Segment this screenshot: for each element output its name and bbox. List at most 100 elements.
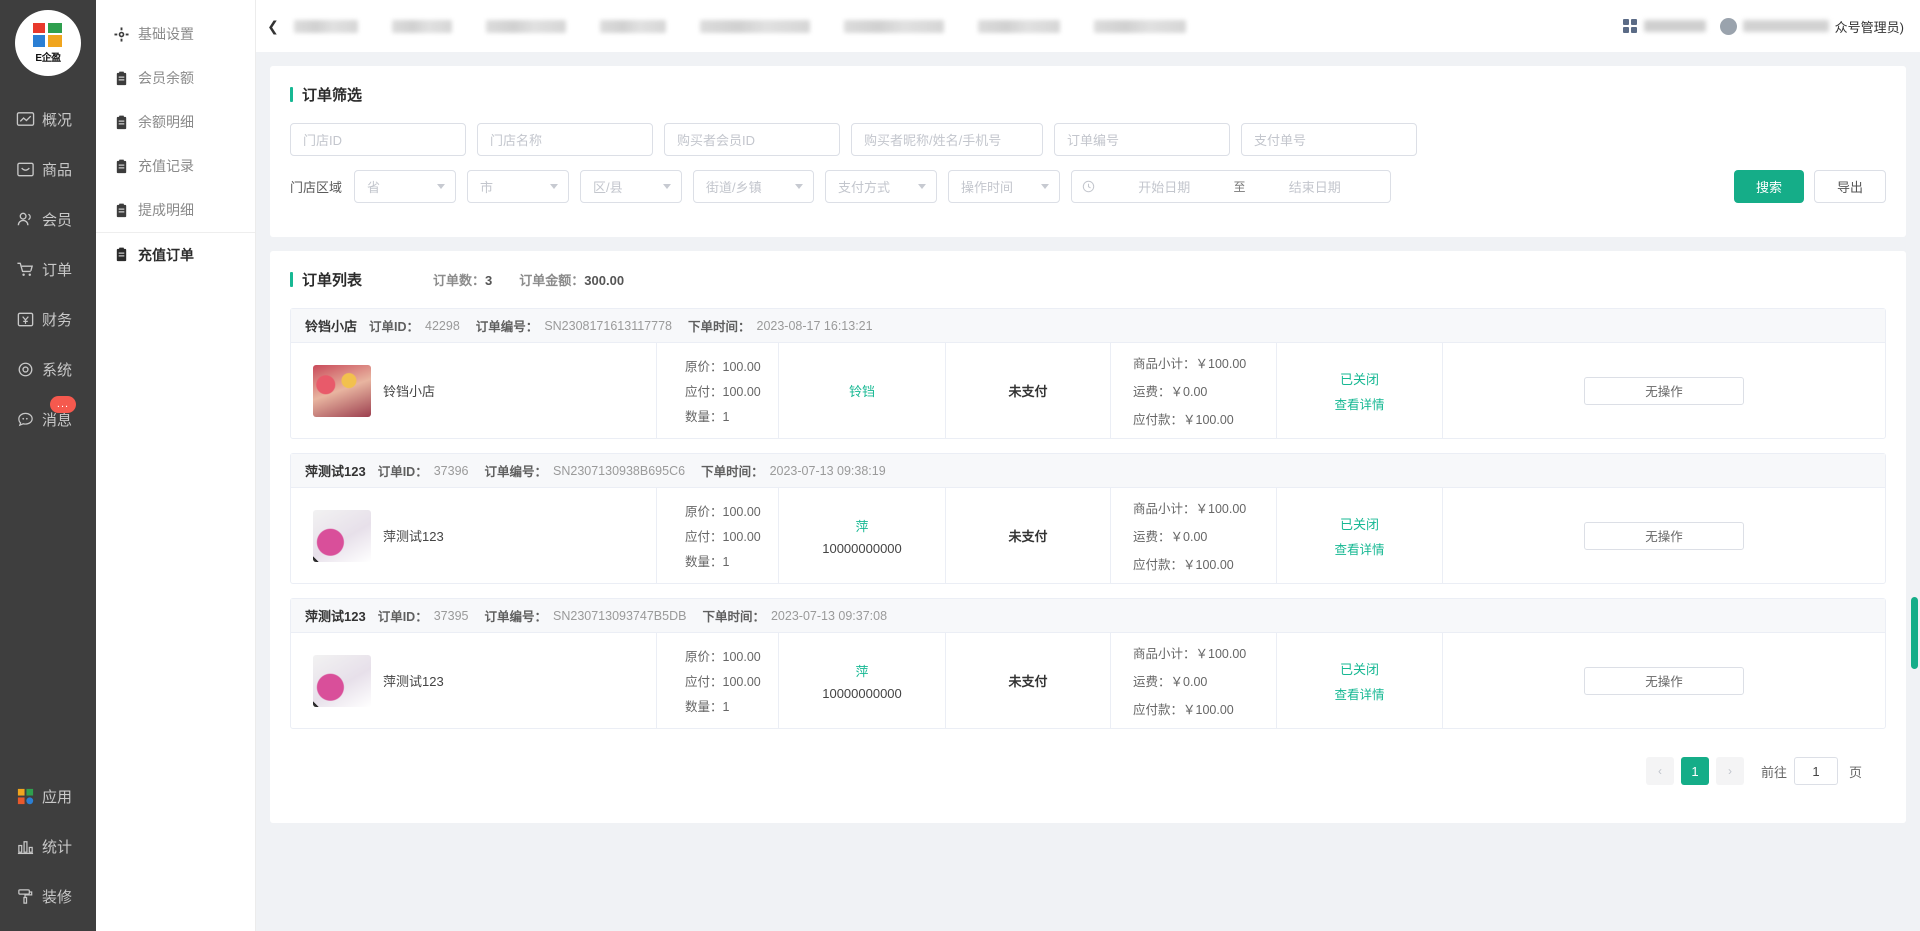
store-id-input[interactable]: 门店ID bbox=[290, 123, 466, 156]
user-menu[interactable]: 众号管理员) bbox=[1719, 17, 1904, 36]
sidebar-item-basic-settings[interactable]: 基础设置 bbox=[96, 12, 255, 56]
product-name: 萍测试123 bbox=[383, 529, 444, 544]
filter-row-1: 门店ID 门店名称 购买者会员ID 购买者昵称/姓名/手机号 订单编号 支付单号 bbox=[290, 123, 1886, 156]
sidebar-item-system[interactable]: 系统 bbox=[0, 344, 96, 394]
order-no-value: SN230713093747B5DB bbox=[553, 608, 687, 623]
quantity-value: 1 bbox=[722, 700, 730, 714]
order-number-input[interactable]: 订单编号 bbox=[1054, 123, 1230, 156]
province-select[interactable]: 省 bbox=[354, 170, 457, 203]
goto-page-input[interactable] bbox=[1793, 757, 1838, 785]
original-price-label: 原价： bbox=[685, 360, 723, 374]
date-range-picker[interactable]: 开始日期 至 结束日期 bbox=[1071, 170, 1392, 203]
logo[interactable]: E企盈 bbox=[15, 10, 81, 76]
content-scroll-area[interactable]: 订单筛选 门店ID 门店名称 购买者会员ID 购买者昵称/姓名/手机号 订单编号… bbox=[256, 52, 1920, 931]
sidebar-label-basic-settings: 基础设置 bbox=[138, 26, 194, 42]
payable-price-label: 应付： bbox=[685, 530, 723, 544]
grid-icon bbox=[1622, 18, 1638, 34]
payment-number-input[interactable]: 支付单号 bbox=[1241, 123, 1417, 156]
order-product-cell: 萍测试123 bbox=[291, 633, 657, 728]
sidebar-item-commission-detail[interactable]: 提成明细 bbox=[96, 188, 255, 232]
tab-item[interactable] bbox=[690, 11, 820, 41]
back-arrow-icon[interactable]: ❮ bbox=[267, 17, 279, 34]
pay-amount-value: ￥100.00 bbox=[1183, 703, 1234, 717]
sidebar-item-member-balance[interactable]: 会员余额 bbox=[96, 56, 255, 100]
city-select[interactable]: 市 bbox=[467, 170, 570, 203]
next-page-button[interactable]: › bbox=[1715, 757, 1744, 785]
district-select[interactable]: 区/县 bbox=[580, 170, 683, 203]
export-button[interactable]: 导出 bbox=[1813, 170, 1886, 203]
quantity: 数量：1 bbox=[685, 551, 729, 570]
view-detail-link[interactable]: 查看详情 bbox=[1334, 397, 1385, 412]
sidebar-item-product[interactable]: 商品 bbox=[0, 144, 96, 194]
sidebar-item-decorate[interactable]: 装修 bbox=[0, 871, 96, 921]
buyer-name: 萍 bbox=[855, 518, 869, 534]
store-id-placeholder: 门店ID bbox=[303, 133, 343, 148]
tab-item[interactable] bbox=[284, 11, 368, 41]
avatar bbox=[1719, 17, 1737, 35]
order-shop-name: 铃铛小店 bbox=[305, 319, 358, 334]
sidebar-item-recharge-order[interactable]: 充值订单 bbox=[96, 232, 255, 276]
tab-item[interactable] bbox=[590, 11, 676, 41]
view-detail-link[interactable]: 查看详情 bbox=[1334, 687, 1385, 702]
apps-switch-button[interactable] bbox=[1622, 18, 1706, 34]
product-thumbnail[interactable] bbox=[313, 364, 371, 417]
clipboard-icon bbox=[114, 115, 129, 130]
order-summary-cell: 商品小计：￥100.00 运费：￥0.00 应付款：￥100.00 bbox=[1111, 633, 1277, 728]
chevron-down-icon bbox=[918, 184, 927, 189]
tab-item[interactable] bbox=[968, 11, 1070, 41]
sidebar-item-overview[interactable]: 概况 bbox=[0, 94, 96, 144]
buyer-phone: 10000000000 bbox=[822, 540, 902, 556]
sidebar-item-finance[interactable]: 财务 bbox=[0, 294, 96, 344]
operation-time-select[interactable]: 操作时间 bbox=[948, 170, 1061, 203]
pay-amount-value: ￥100.00 bbox=[1183, 413, 1234, 427]
original-price: 原价：100.00 bbox=[685, 646, 761, 665]
sub-total-label: 商品小计： bbox=[1133, 502, 1196, 516]
product-thumbnail[interactable] bbox=[313, 509, 371, 562]
main-region: ❮ 众号管理员) bbox=[256, 0, 1920, 931]
tab-item[interactable] bbox=[834, 11, 954, 41]
order-block: 铃铛小店 订单ID： 42298 订单编号： SN230817161311777… bbox=[290, 308, 1886, 439]
order-block: 萍测试123 订单ID： 37396 订单编号： SN2307130938B69… bbox=[290, 453, 1886, 584]
product-thumbnail[interactable] bbox=[313, 654, 371, 707]
scrollbar-thumb[interactable] bbox=[1911, 597, 1918, 669]
order-status-cell: 已关闭 查看详情 bbox=[1277, 343, 1443, 438]
tab-item[interactable] bbox=[476, 11, 576, 41]
prev-page-button[interactable]: ‹ bbox=[1645, 757, 1674, 785]
product-icon bbox=[16, 160, 35, 179]
page-number-1[interactable]: 1 bbox=[1680, 757, 1709, 785]
logo-mark-icon bbox=[33, 22, 63, 47]
tab-item[interactable] bbox=[382, 11, 462, 41]
pay-method-select[interactable]: 支付方式 bbox=[825, 170, 938, 203]
payable-price-value: 100.00 bbox=[722, 530, 761, 544]
tab-item-active[interactable] bbox=[1084, 11, 1196, 41]
buyer-member-id-input[interactable]: 购买者会员ID bbox=[664, 123, 840, 156]
buyer-name: 铃铛 bbox=[848, 384, 875, 399]
order-id-label: 订单ID： bbox=[369, 320, 420, 334]
buyer-nickname-input[interactable]: 购买者昵称/姓名/手机号 bbox=[851, 123, 1043, 156]
sidebar-item-member[interactable]: 会员 bbox=[0, 194, 96, 244]
date-separator: 至 bbox=[1233, 180, 1246, 194]
search-button[interactable]: 搜索 bbox=[1733, 170, 1804, 203]
sidebar-item-message[interactable]: ... 消息 bbox=[0, 394, 96, 444]
order-pay-status-cell: 未支付 bbox=[946, 633, 1111, 728]
payable-price-label: 应付： bbox=[685, 675, 723, 689]
sidebar-item-apps[interactable]: 应用 bbox=[0, 771, 96, 821]
sidebar-label-system: 系统 bbox=[42, 361, 73, 379]
sidebar-item-stats[interactable]: 统计 bbox=[0, 821, 96, 871]
message-icon bbox=[16, 410, 35, 429]
no-action-button[interactable]: 无操作 bbox=[1584, 521, 1744, 550]
no-action-button[interactable]: 无操作 bbox=[1584, 666, 1744, 695]
sidebar-item-order[interactable]: 订单 bbox=[0, 244, 96, 294]
street-select[interactable]: 街道/乡镇 bbox=[693, 170, 815, 203]
view-detail-link[interactable]: 查看详情 bbox=[1334, 542, 1385, 557]
sidebar-item-balance-detail[interactable]: 余额明细 bbox=[96, 100, 255, 144]
order-row: 萍测试123 原价：100.00 应付：100.00 数量：1 萍 100000… bbox=[291, 488, 1885, 583]
payable-price: 应付：100.00 bbox=[685, 671, 761, 690]
sidebar-item-recharge-record[interactable]: 充值记录 bbox=[96, 144, 255, 188]
store-name-input[interactable]: 门店名称 bbox=[477, 123, 653, 156]
no-action-button[interactable]: 无操作 bbox=[1584, 376, 1744, 405]
gear-icon bbox=[114, 26, 129, 42]
original-price-label: 原价： bbox=[685, 650, 723, 664]
date-start-placeholder: 开始日期 bbox=[1138, 180, 1191, 195]
pay-amount: 应付款：￥100.00 bbox=[1133, 554, 1234, 573]
